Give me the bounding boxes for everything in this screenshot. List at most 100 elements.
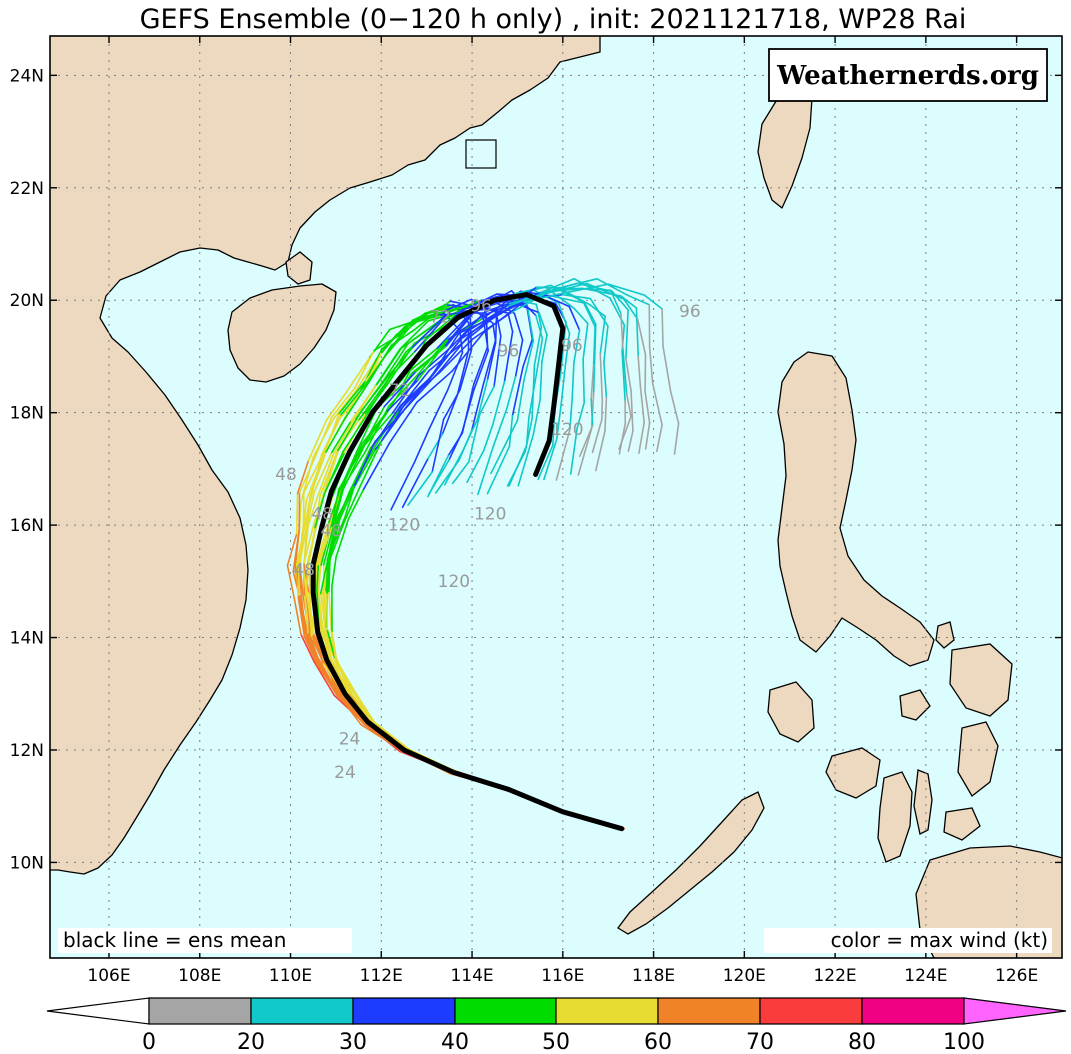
ensemble-track-segment <box>380 400 408 442</box>
note-right-box: color = max wind (kt) <box>764 928 1052 953</box>
ensemble-track-segment <box>305 592 312 636</box>
ensemble-track-segment <box>592 326 596 366</box>
land-leizhou <box>285 251 313 285</box>
ensemble-track-segment <box>335 518 350 558</box>
ensemble-track-segment <box>592 366 596 394</box>
colorbar-label: 30 <box>339 1030 367 1054</box>
forecast-hour-label: 48 <box>321 521 343 541</box>
lat-tick-label: 16N <box>10 516 44 536</box>
ensemble-track-segment <box>596 277 629 297</box>
lon-tick-label: 112E <box>360 966 403 986</box>
ensemble-track-segment <box>625 357 632 392</box>
ensemble-track-segment <box>618 415 632 450</box>
brand-label: Weathernerds.org <box>776 61 1039 91</box>
ensemble-track-segment <box>387 346 414 377</box>
ensemble-track-segment <box>638 421 646 455</box>
ensemble-track-segment <box>486 341 497 381</box>
ensemble-track-segment <box>374 409 406 443</box>
ensemble-track-segment <box>626 294 651 306</box>
ensemble-track-segment <box>428 389 449 430</box>
ensemble-track-segment <box>491 380 506 426</box>
land-mindoro <box>767 681 815 743</box>
ens-mean-line <box>310 292 625 832</box>
ensemble-track-segment <box>364 376 391 419</box>
ensemble-track-segment <box>326 628 336 659</box>
lon-tick-label: 108E <box>178 966 221 986</box>
forecast-hour-label: 72 <box>429 308 451 328</box>
ensemble-track-segment <box>569 397 574 431</box>
ensemble-track-segment <box>607 283 646 296</box>
ensemble-track-segment <box>326 517 346 561</box>
ensemble-track-segment <box>340 692 364 723</box>
ensemble-track-segment <box>439 332 472 372</box>
ensemble-track-segment <box>482 300 525 334</box>
ensemble-track-segment <box>407 471 434 506</box>
ensemble-track-segment <box>535 303 543 329</box>
ensemble-track-segment <box>451 331 485 373</box>
lon-tick-label: 124E <box>904 966 947 986</box>
map-layers <box>50 36 1062 958</box>
ensemble-track-segment <box>560 365 567 406</box>
ensemble-track-segment <box>476 378 489 422</box>
ensemble-track-segment <box>320 413 342 456</box>
ensemble-track-segment <box>564 283 610 294</box>
ensemble-track-segment <box>401 458 429 509</box>
colorbar-legend: 0 20 30 40 50 60 70 80 100 <box>46 997 1067 1054</box>
lat-tick-label: 12N <box>10 741 44 761</box>
lon-tick-label: 116E <box>541 966 584 986</box>
ensemble-track-segment <box>358 383 386 421</box>
ensemble-track-segment <box>319 592 327 633</box>
ensemble-track-segment <box>311 634 324 664</box>
ensemble-track-segment <box>582 322 589 361</box>
ensemble-track-segment <box>298 593 306 637</box>
ensemble-track-segment <box>332 390 357 420</box>
ensemble-track-segment <box>307 526 316 567</box>
ensemble-track-segment <box>385 318 418 356</box>
ensemble-track-segment <box>551 282 588 293</box>
ensemble-track-segment <box>354 349 375 389</box>
ensemble-track-segment <box>644 421 651 450</box>
ensemble-track-segment <box>298 528 307 567</box>
ensemble-track-segment <box>573 329 581 364</box>
ensemble-track-segment <box>337 409 363 452</box>
ensemble-track-segment <box>462 419 478 452</box>
chart-title: GEFS Ensemble (0−120 h only) , init: 202… <box>140 4 967 35</box>
ensemble-track-segment <box>342 444 366 491</box>
ensemble-track-segment <box>620 295 638 309</box>
colorbar-bin <box>657 997 761 1025</box>
ensemble-track-segment <box>316 521 330 562</box>
ensemble-track-segment <box>523 339 535 381</box>
ensemble-track-segment <box>436 314 470 350</box>
ensemble-track-segment <box>447 314 485 341</box>
ensemble-track-segment <box>661 308 664 347</box>
ensemble-track-segment <box>568 305 581 331</box>
ensemble-track-segment <box>307 495 319 526</box>
forecast-hour-label: 72 <box>389 381 411 401</box>
lat-tick-label: 10N <box>10 853 44 873</box>
lon-tick-label: 126E <box>995 966 1038 986</box>
ensemble-track-segment <box>621 350 626 402</box>
ensemble-track-segment <box>644 390 651 424</box>
lat-tick-label: 22N <box>10 179 44 199</box>
ensemble-track-segment <box>636 318 647 356</box>
ensemble-track-segment <box>323 450 345 495</box>
colorbar-label: 50 <box>542 1030 570 1054</box>
ensemble-track-segment <box>466 449 485 484</box>
forecast-hour-label: 24 <box>339 729 361 749</box>
lon-tick-label: 110E <box>269 966 312 986</box>
ensemble-track-segment <box>569 426 579 475</box>
forecast-hour-label: 120 <box>551 420 583 440</box>
ensemble-track-segment <box>399 319 430 350</box>
hongkong-inset-box <box>465 139 497 169</box>
forecast-hour-label: 120 <box>474 504 506 524</box>
ensemble-track-segment <box>293 597 302 636</box>
ensemble-track-segment <box>550 295 586 304</box>
ensemble-track-segment <box>577 427 593 476</box>
ensemble-track-segment <box>578 424 594 458</box>
ensemble-track-segment <box>331 630 338 662</box>
ensemble-track-segment <box>472 350 490 392</box>
ensemble-track-segment <box>559 321 567 377</box>
ensemble-track-segment <box>347 488 365 520</box>
ensemble-track-segment <box>326 558 329 594</box>
